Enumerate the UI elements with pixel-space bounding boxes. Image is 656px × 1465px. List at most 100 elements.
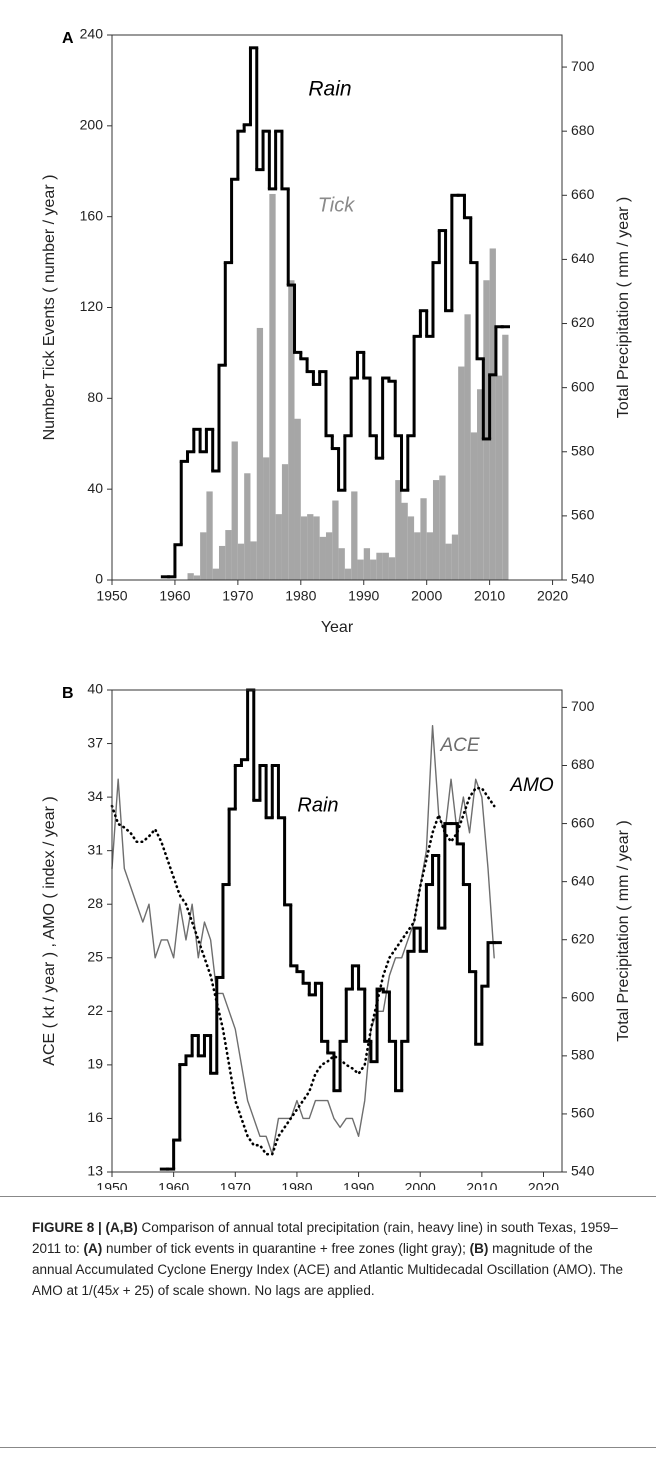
bar <box>263 457 270 580</box>
bar <box>313 516 320 580</box>
x-tick-label: 1960 <box>158 1180 189 1190</box>
series-line <box>110 786 496 1156</box>
bar <box>288 280 295 580</box>
x-tick-label: 2020 <box>528 1180 559 1190</box>
y-tick-label: 31 <box>87 841 103 857</box>
y-tick-label: 25 <box>87 948 103 964</box>
plot-frame <box>111 689 563 1173</box>
caption-text: x <box>112 1283 120 1298</box>
caption-label: FIGURE 8 | (A,B) <box>32 1220 138 1235</box>
y2-tick-label: 580 <box>571 442 595 458</box>
x-tick-label: 2020 <box>537 588 568 604</box>
x-axis-title: Year <box>321 619 354 636</box>
y-axis-title: ACE ( kt / year ) , AMO ( index / year ) <box>41 796 58 1065</box>
caption-text: number of tick events in quarantine + fr… <box>102 1241 470 1256</box>
bar <box>325 532 333 580</box>
x-tick-label: 2000 <box>411 588 442 604</box>
bar <box>338 548 345 580</box>
y-tick-label: 22 <box>87 1002 103 1018</box>
y2-tick-label: 540 <box>571 1163 595 1179</box>
series-line <box>111 725 495 1155</box>
y-tick-label: 0 <box>95 571 103 587</box>
bar <box>426 532 433 580</box>
y-tick-label: 37 <box>87 734 103 750</box>
y2-tick-label: 600 <box>571 378 595 394</box>
x-tick-label: 1950 <box>96 588 127 604</box>
y2-tick-label: 620 <box>571 314 595 330</box>
bar <box>281 464 289 580</box>
series-label: Rain <box>297 794 338 816</box>
caption-text: Comparison of annual total precipitation… <box>32 1220 618 1256</box>
y2-axis-title: Total Precipitation ( mm / year ) <box>615 820 632 1041</box>
bar <box>187 573 194 580</box>
bar <box>231 441 238 580</box>
x-tick-label: 1980 <box>281 1180 312 1190</box>
y-tick-label: 200 <box>80 117 104 133</box>
bar <box>451 534 459 580</box>
bar <box>458 366 465 580</box>
bar <box>218 545 226 580</box>
bar <box>193 575 201 580</box>
bar <box>200 532 207 580</box>
bar <box>401 502 408 580</box>
y-tick-label: 160 <box>80 207 104 223</box>
bar <box>414 532 421 580</box>
bar <box>206 491 213 580</box>
bar <box>439 475 446 580</box>
bar <box>351 491 358 580</box>
bar <box>432 480 440 580</box>
x-tick-label: 1990 <box>343 1180 374 1190</box>
y-tick-label: 16 <box>87 1109 103 1125</box>
step-riser <box>172 690 490 1170</box>
panel-letter: A <box>62 30 74 47</box>
y2-tick-label: 640 <box>571 872 595 888</box>
panel-letter: B <box>62 685 74 702</box>
bar <box>269 193 276 581</box>
bar <box>464 314 471 580</box>
bar <box>300 516 308 580</box>
bar <box>344 568 352 580</box>
y-tick-label: 28 <box>87 895 103 911</box>
bar <box>256 327 264 580</box>
bar <box>489 248 496 581</box>
x-tick-label: 1960 <box>159 588 190 604</box>
bar <box>370 559 377 580</box>
bar <box>483 280 490 580</box>
caption-text: magnitude of the annual Accumulated Cycl… <box>32 1241 624 1298</box>
y-tick-label: 120 <box>80 298 104 314</box>
bar <box>495 375 503 580</box>
y-tick-label: 240 <box>80 26 104 42</box>
bar <box>445 543 452 580</box>
y2-tick-label: 680 <box>571 756 595 772</box>
bar <box>477 389 484 580</box>
bar <box>407 516 415 580</box>
x-tick-label: 1950 <box>96 1180 127 1190</box>
x-tick-label: 1970 <box>220 1180 251 1190</box>
y2-tick-label: 540 <box>571 571 595 587</box>
y2-tick-label: 680 <box>571 122 595 138</box>
bar <box>502 334 509 580</box>
caption-text: + 25) of scale shown. No lags are applie… <box>119 1283 375 1298</box>
bar <box>244 473 251 580</box>
bar <box>307 514 314 580</box>
caption: FIGURE 8 | (A,B) Comparison of annual to… <box>0 1196 656 1448</box>
bar <box>470 432 478 580</box>
bar <box>357 559 364 580</box>
y-tick-label: 34 <box>87 788 103 804</box>
bar <box>332 500 339 580</box>
bar <box>395 480 402 580</box>
bar <box>382 552 389 580</box>
x-tick-label: 1970 <box>222 588 253 604</box>
bar <box>388 557 396 580</box>
bar <box>225 530 232 580</box>
step-riser <box>173 47 498 577</box>
y2-tick-label: 560 <box>571 507 595 523</box>
x-tick-label: 2010 <box>474 588 505 604</box>
bar <box>212 568 219 580</box>
y2-tick-label: 660 <box>571 814 595 830</box>
series-label: Rain <box>308 78 351 101</box>
y-tick-label: 19 <box>87 1056 103 1072</box>
bar <box>420 498 427 580</box>
